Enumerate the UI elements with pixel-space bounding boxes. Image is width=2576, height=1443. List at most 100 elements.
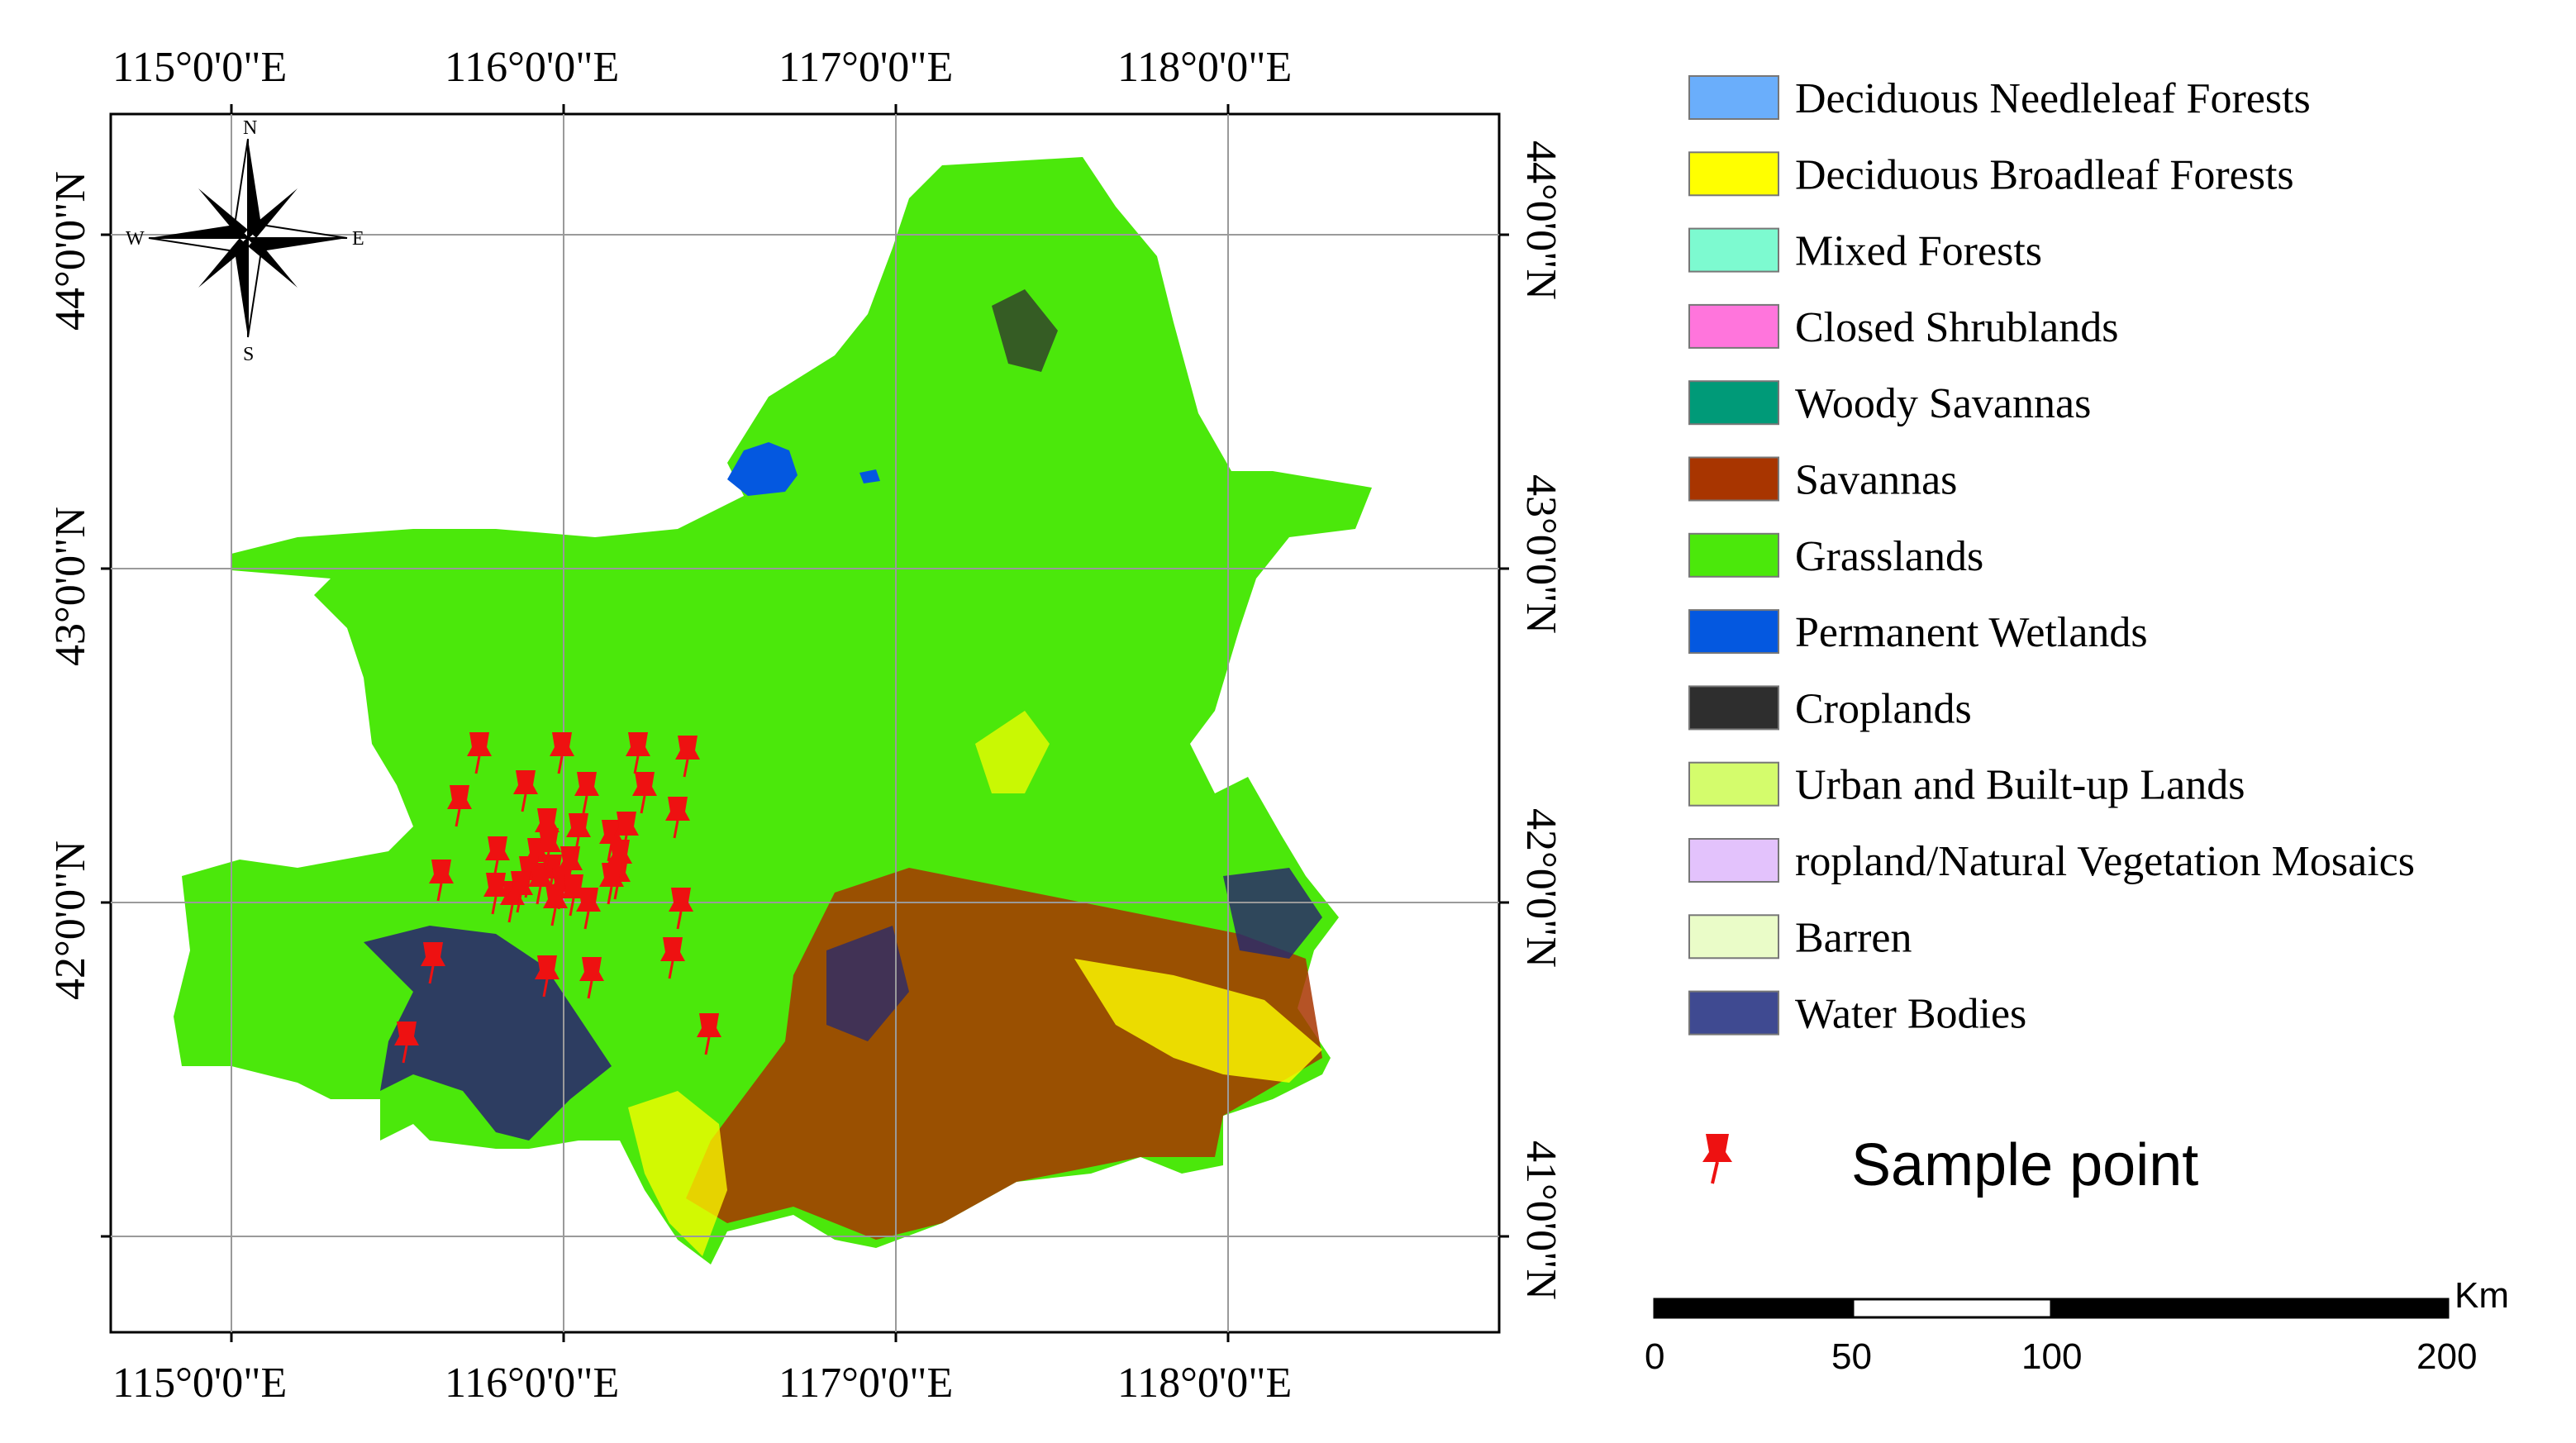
compass-e: E <box>352 228 364 250</box>
legend-label: Woody Savannas <box>1795 380 2091 427</box>
legend-swatch <box>1688 685 1779 731</box>
lon-label-bottom-115: 115°0'0"E <box>112 1360 287 1407</box>
compass-s: S <box>243 344 254 365</box>
legend-item: ropland/Natural Vegetation Mosaics <box>1688 838 2415 885</box>
lat-label-left-44: 44°0'0"N <box>47 171 94 331</box>
lon-label-top-117: 117°0'0"E <box>779 44 953 91</box>
sample-point <box>675 736 700 778</box>
legend-item: Croplands <box>1688 685 1972 732</box>
sample-point <box>467 732 492 774</box>
compass-n: N <box>243 117 257 139</box>
legend-item: Savannas <box>1688 456 1957 504</box>
lon-label-bottom-116: 116°0'0"E <box>445 1360 619 1407</box>
lon-label-bottom-117: 117°0'0"E <box>779 1360 953 1407</box>
scale-tick-100: 100 <box>2021 1336 2082 1377</box>
water-patch-center <box>826 926 909 1041</box>
lon-label-top-115: 115°0'0"E <box>112 44 287 91</box>
broadleaf-zone-3 <box>975 711 1050 793</box>
legend-item: Woody Savannas <box>1688 380 2091 427</box>
legend-item: Closed Shrublands <box>1688 303 2118 351</box>
lon-label-bottom-118: 118°0'0"E <box>1117 1360 1292 1407</box>
lake <box>727 442 798 496</box>
sample-points <box>394 732 721 1064</box>
sample-point <box>447 785 472 827</box>
sample-point <box>421 942 445 984</box>
sample-point <box>665 797 690 839</box>
sample-point <box>508 871 533 913</box>
lat-label-left-42: 42°0'0"N <box>47 841 94 1000</box>
legend-label: Deciduous Broadleaf Forests <box>1795 151 2294 198</box>
scale-bar: Km 0 50 100 200 <box>1645 1275 2509 1377</box>
legend: Deciduous Needleleaf Forests Deciduous Br… <box>1688 75 2415 1038</box>
legend-item: Deciduous Needleleaf Forests <box>1688 75 2311 122</box>
sample-point <box>394 1022 419 1064</box>
sample-legend-icon <box>1702 1134 1732 1184</box>
lon-label-top-118: 118°0'0"E <box>1117 44 1292 91</box>
legend-swatch <box>1688 914 1779 960</box>
compass-rose: N S E W <box>126 117 364 365</box>
legend-swatch <box>1688 532 1779 578</box>
legend-item: Water Bodies <box>1688 990 2026 1038</box>
legend-label: Croplands <box>1795 685 1972 732</box>
legend-item: Deciduous Broadleaf Forests <box>1688 151 2294 198</box>
legend-swatch <box>1688 380 1779 426</box>
sample-point <box>632 772 657 814</box>
legend-swatch <box>1688 456 1779 502</box>
legend-label: Deciduous Needleleaf Forests <box>1795 75 2311 122</box>
legend-swatch <box>1688 838 1779 883</box>
broadleaf-zone <box>1074 959 1322 1083</box>
legend-label: Closed Shrublands <box>1795 304 2118 351</box>
legend-swatch <box>1688 609 1779 655</box>
legend-label: Water Bodies <box>1795 991 2026 1038</box>
legend-label: Savannas <box>1795 457 1957 504</box>
sample-point <box>483 873 508 915</box>
lat-label-right-42: 42°0'0"N <box>1517 808 1564 968</box>
legend-label: Urban and Built-up Lands <box>1795 762 2245 809</box>
sample-point <box>561 874 586 917</box>
sample-point <box>599 863 624 905</box>
legend-item: Barren <box>1688 914 1912 961</box>
water-patch-southeast <box>1223 868 1322 959</box>
legend-label: Barren <box>1795 914 1912 961</box>
graticule <box>111 114 1499 1332</box>
sample-point <box>429 860 454 902</box>
scale-tick-50: 50 <box>1831 1336 1872 1377</box>
legend-swatch <box>1688 303 1779 349</box>
legend-item: Permanent Wetlands <box>1688 609 2148 656</box>
sample-point <box>574 772 599 814</box>
sample-point <box>566 813 591 855</box>
legend-swatch <box>1688 990 1779 1036</box>
legend-swatch <box>1688 761 1779 807</box>
scale-unit: Km <box>2455 1275 2509 1316</box>
legend-swatch <box>1688 151 1779 197</box>
sample-point <box>543 884 568 926</box>
lake-small <box>859 469 880 483</box>
legend-item: Grasslands <box>1688 532 1983 580</box>
sample-point <box>579 957 604 999</box>
lat-label-right-43: 43°0'0"N <box>1517 474 1564 634</box>
lat-label-left-43: 43°0'0"N <box>47 507 94 666</box>
legend-label: Grasslands <box>1795 533 1983 580</box>
compass-w: W <box>126 228 145 250</box>
legend-label: ropland/Natural Vegetation Mosaics <box>1795 838 2415 885</box>
scale-tick-200: 200 <box>2416 1336 2477 1377</box>
sample-legend-label: Sample point <box>1851 1132 2198 1198</box>
legend-label: Mixed Forests <box>1795 228 2042 275</box>
legend-swatch <box>1688 75 1779 120</box>
legend-item: Mixed Forests <box>1688 227 2042 275</box>
legend-label: Permanent Wetlands <box>1795 609 2148 656</box>
scale-tick-0: 0 <box>1645 1336 1664 1377</box>
sample-point <box>513 770 538 812</box>
sample-point <box>626 732 650 774</box>
cropland-patch-north <box>992 289 1058 372</box>
legend-swatch <box>1688 227 1779 273</box>
sample-point <box>697 1013 721 1055</box>
broadleaf-zone-2 <box>628 1091 727 1256</box>
map-area: N S E W <box>111 114 1499 1332</box>
sample-point <box>536 828 561 870</box>
sample-point <box>535 955 559 998</box>
sample-legend: Sample point <box>1702 1132 2198 1198</box>
sample-point <box>550 732 574 774</box>
lat-label-right-41: 41°0'0"N <box>1517 1141 1564 1300</box>
